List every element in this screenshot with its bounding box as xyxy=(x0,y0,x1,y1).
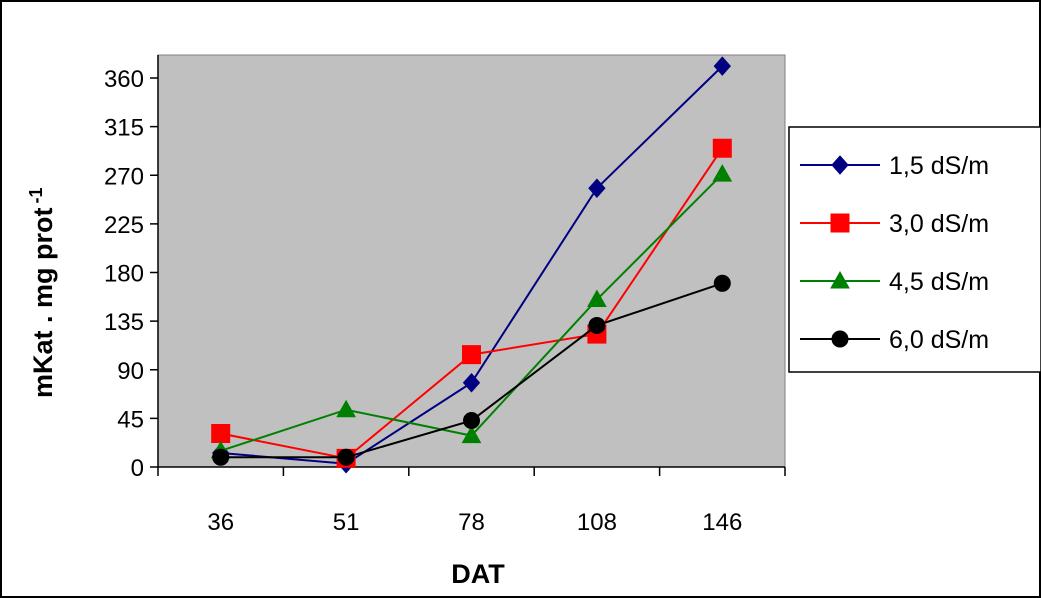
legend-marker xyxy=(830,213,850,233)
series-2 xyxy=(211,138,732,468)
y-axis-title: mKat . mg prot -1 xyxy=(26,187,58,398)
legend-label: 3,0 dS/m xyxy=(889,210,989,238)
legend-item: 1,5 dS/m xyxy=(800,152,989,180)
legend-box xyxy=(788,126,1041,373)
y-tick-label: 90 xyxy=(117,358,144,385)
data-point xyxy=(211,424,231,444)
data-point xyxy=(587,289,607,308)
y-tick-label: 270 xyxy=(104,163,144,190)
data-point xyxy=(212,448,230,466)
legend-marker xyxy=(831,330,849,348)
legend: 1,5 dS/m 3,0 dS/m 4,5 dS/m 6,0 dS/m xyxy=(788,126,1041,373)
data-point xyxy=(588,178,606,198)
y-tick-label: 315 xyxy=(104,115,144,142)
data-point xyxy=(462,345,481,365)
x-axis-title: DAT xyxy=(451,559,505,589)
y-axis-title-main: mKat . mg prot xyxy=(28,207,58,398)
x-tick-label: 51 xyxy=(333,509,360,536)
legend-marker xyxy=(830,270,850,289)
legend-marker xyxy=(831,155,849,175)
x-tick-label: 36 xyxy=(207,509,234,536)
y-axis-title-exponent: -1 xyxy=(26,187,46,203)
data-point xyxy=(461,425,482,444)
data-point xyxy=(463,412,480,430)
plot-area xyxy=(157,54,786,468)
x-tick-label: 78 xyxy=(458,509,485,536)
x-tick-label: 146 xyxy=(702,509,742,536)
legend-label: 4,5 dS/m xyxy=(889,268,989,296)
data-point xyxy=(712,164,733,182)
y-tick-label: 0 xyxy=(131,455,144,482)
legend-item: 4,5 dS/m xyxy=(800,268,989,296)
y-tick-label: 135 xyxy=(104,309,144,336)
series-4 xyxy=(212,274,731,466)
data-point xyxy=(336,399,356,418)
data-point xyxy=(337,448,355,466)
x-axis-ticks: 36 51 78 108 146 xyxy=(157,467,786,536)
y-axis-ticks: 0 45 90 135 180 225 270 315 360 xyxy=(104,66,158,482)
data-point xyxy=(462,372,481,393)
y-tick-label: 45 xyxy=(117,406,144,433)
y-tick-label: 180 xyxy=(104,261,144,288)
series-layer xyxy=(210,56,733,474)
data-point xyxy=(713,56,731,76)
legend-item: 6,0 dS/m xyxy=(800,326,989,354)
data-point xyxy=(713,274,731,292)
y-tick-label: 225 xyxy=(104,212,144,239)
x-tick-label: 108 xyxy=(577,509,617,536)
legend-label: 6,0 dS/m xyxy=(889,326,989,354)
data-point xyxy=(588,316,606,334)
legend-label: 1,5 dS/m xyxy=(889,152,989,180)
data-point xyxy=(712,138,732,158)
legend-item: 3,0 dS/m xyxy=(800,210,989,238)
y-tick-label: 360 xyxy=(104,66,144,93)
